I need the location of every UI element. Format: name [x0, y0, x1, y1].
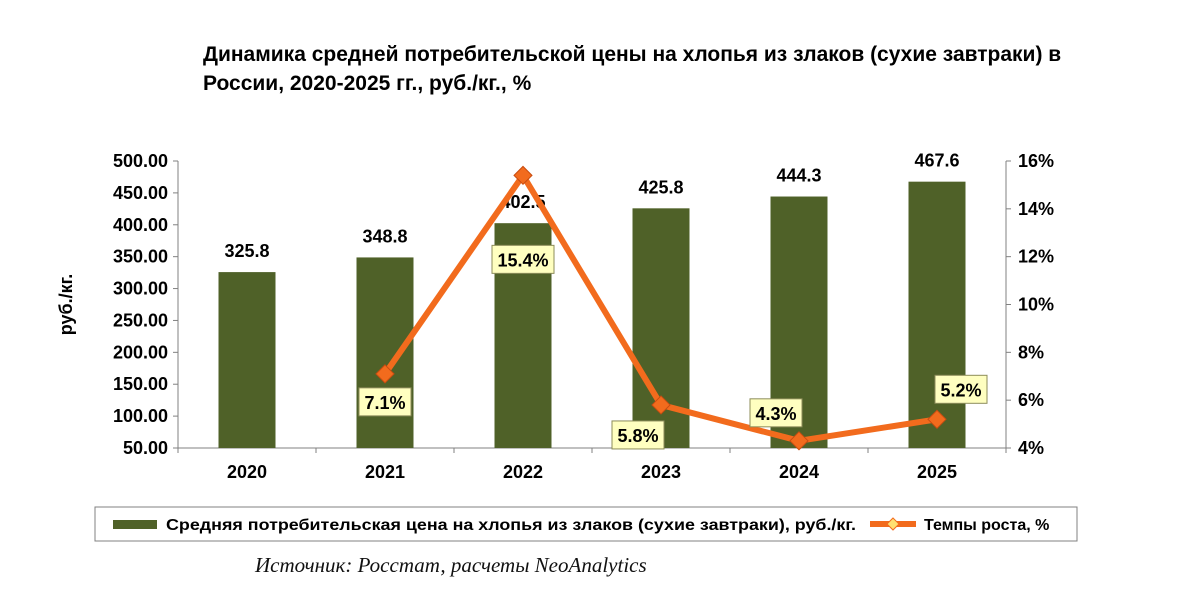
y2-tick-label: 4% [1018, 438, 1044, 458]
legend: Средняя потребительская цена на хлопья и… [94, 506, 1078, 542]
y-tick-label: 100.00 [113, 406, 168, 426]
axes: 50.00 100.00 150.00 200.00 250.00 300.00 350.0… [56, 151, 1054, 482]
y-tick-label: 300.00 [113, 279, 168, 299]
line-labels: 7.1% 15.4% 5.8% 4.3% 5.2% [358, 244, 988, 450]
bar-value-label: 444.3 [776, 166, 821, 186]
y-tick-label: 350.00 [113, 247, 168, 267]
y-tick-label: 200.00 [113, 342, 168, 362]
bar [356, 257, 414, 448]
bar-value-label: 348.8 [362, 226, 407, 246]
x-tick-label: 2023 [641, 462, 681, 482]
y-tick-label: 450.00 [113, 183, 168, 203]
y2-tick-label: 12% [1018, 247, 1054, 267]
y-tick-label: 150.00 [113, 374, 168, 394]
growth-point [375, 364, 395, 384]
y2-tick-label: 6% [1018, 390, 1044, 410]
y2-tick-label: 8% [1018, 342, 1044, 362]
x-tick-label: 2020 [227, 462, 267, 482]
y-axis-title: руб./кг. [56, 274, 76, 336]
bar-series [218, 181, 966, 448]
growth-label-box [611, 420, 665, 450]
legend-bar-swatch [113, 520, 157, 529]
legend-bar-label: Средняя потребительская цена на хлопья и… [166, 517, 856, 534]
y2-tick-label: 14% [1018, 199, 1054, 219]
bar-value-label: 425.8 [638, 177, 683, 197]
source-note: Источник: Росстат, расчеты NeoAnalytics [255, 553, 647, 577]
growth-label-box [491, 244, 555, 274]
growth-value-label: 5.8% [617, 426, 658, 446]
growth-point [513, 165, 533, 186]
growth-label-box [358, 387, 412, 417]
y2-tick-label: 16% [1018, 151, 1054, 171]
y-tick-label: 400.00 [113, 215, 168, 235]
bar [218, 272, 276, 448]
line-series [375, 165, 947, 451]
x-tick-label: 2021 [365, 462, 405, 482]
bar-value-label: 325.8 [224, 241, 269, 261]
legend-line-label: Темпы роста, % [924, 517, 1049, 534]
bar-value-label: 467.6 [914, 151, 959, 171]
x-tick-label: 2022 [503, 462, 543, 482]
legend-line-marker [886, 517, 900, 531]
growth-value-label: 4.3% [755, 404, 796, 424]
growth-point [651, 395, 671, 415]
x-tick-label: 2024 [779, 462, 819, 482]
y-tick-label: 50.00 [123, 438, 168, 458]
y2-tick-label: 10% [1018, 295, 1054, 315]
y-tick-label: 500.00 [113, 151, 168, 171]
y-tick-label: 250.00 [113, 310, 168, 330]
growth-point [789, 431, 809, 451]
chart-title: Динамика средней потребительской цены на… [203, 43, 1062, 95]
growth-label-box [749, 398, 803, 428]
growth-label-box [934, 374, 988, 404]
bar [908, 181, 966, 448]
growth-value-label: 7.1% [364, 393, 405, 413]
growth-point [927, 409, 947, 430]
growth-value-label: 15.4% [497, 250, 548, 270]
x-tick-label: 2025 [917, 462, 957, 482]
growth-value-label: 5.2% [940, 380, 981, 400]
